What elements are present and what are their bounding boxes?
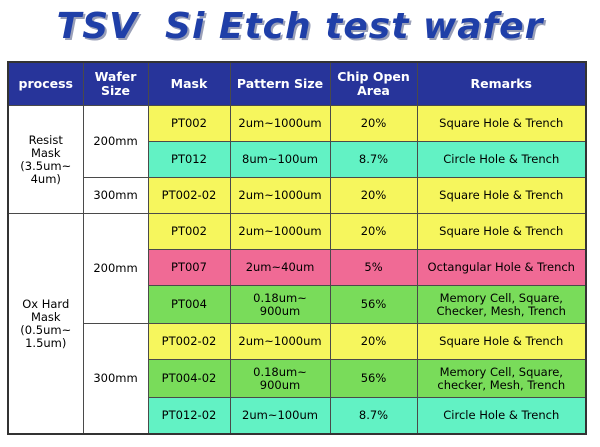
table-row: 300mm PT002-02 2um~1000um 20% Square Hol…	[8, 323, 587, 435]
chip-open-area-cell: 5%	[329, 249, 418, 287]
table-row: 300mm PT002-02 2um~1000um 20% Square Hol…	[8, 177, 587, 215]
chip-open-area-cell: 56%	[329, 285, 418, 325]
pattern-size-cell: 8um~100um	[229, 141, 331, 179]
mask-cell: PT002-02	[147, 177, 231, 215]
remarks-cell: Square Hole & Trench	[416, 323, 587, 361]
header-pattern-size: Pattern Size	[229, 61, 331, 106]
chip-open-area-cell: 8.7%	[329, 141, 418, 179]
mask-cell: PT004-02	[147, 359, 231, 399]
chip-open-area-cell: 20%	[329, 213, 418, 251]
header-process: process	[7, 61, 84, 106]
mask-cell: PT002-02	[147, 323, 231, 361]
pattern-size-cell: 2um~1000um	[229, 177, 331, 215]
wafer-table: process Wafer Size Mask Pattern Size Chi…	[7, 61, 587, 435]
table-row: PT012 8um~100um 8.7% Circle Hole & Trenc…	[8, 141, 587, 179]
remarks-cell: Octangular Hole & Trench	[416, 249, 587, 287]
table-row: PT007 2um~40um 5% Octangular Hole & Tren…	[8, 249, 587, 287]
header-remarks: Remarks	[416, 61, 587, 106]
mask-cell: PT012	[147, 141, 231, 179]
remarks-cell: Memory Cell, Square, Checker, Mesh, Tren…	[416, 285, 587, 325]
remarks-cell: Memory Cell, Square, checker, Mesh, Tren…	[416, 359, 587, 399]
remarks-cell: Square Hole & Trench	[416, 213, 587, 251]
table-row: Ox Hard Mask (0.5um~ 1.5um) 200mm PT002 …	[7, 213, 587, 435]
table-row: Resist Mask (3.5um~ 4um) 200mm PT002 2um…	[7, 104, 587, 215]
table-row: PT012-02 2um~100um 8.7% Circle Hole & Tr…	[8, 397, 587, 435]
pattern-size-cell: 2um~40um	[229, 249, 331, 287]
wafer-size-cell: 200mm	[82, 213, 149, 325]
table-row: PT004 0.18um~ 900um 56% Memory Cell, Squ…	[8, 285, 587, 325]
pattern-size-cell: 2um~100um	[229, 397, 331, 435]
mask-cell: PT007	[147, 249, 231, 287]
process-cell-oxide: Ox Hard Mask (0.5um~ 1.5um)	[7, 213, 84, 435]
header-chip-open-area: Chip Open Area	[329, 61, 418, 106]
process-cell-resist: Resist Mask (3.5um~ 4um)	[7, 104, 84, 215]
table-header-row: process Wafer Size Mask Pattern Size Chi…	[7, 61, 587, 106]
chip-open-area-cell: 8.7%	[329, 397, 418, 435]
header-wafer-size: Wafer Size	[82, 61, 149, 106]
mask-cell: PT004	[147, 285, 231, 325]
pattern-size-cell: 0.18um~ 900um	[229, 359, 331, 399]
page-title: TSV Si Etch test wafer	[56, 6, 544, 47]
remarks-cell: Square Hole & Trench	[416, 104, 587, 143]
pattern-size-cell: 2um~1000um	[229, 323, 331, 361]
wafer-size-cell: 300mm	[82, 323, 149, 435]
pattern-size-cell: 2um~1000um	[229, 213, 331, 251]
remarks-cell: Square Hole & Trench	[416, 177, 587, 215]
chip-open-area-cell: 56%	[329, 359, 418, 399]
chip-open-area-cell: 20%	[329, 323, 418, 361]
wafer-size-cell: 300mm	[82, 177, 149, 215]
header-mask: Mask	[147, 61, 231, 106]
chip-open-area-cell: 20%	[329, 177, 418, 215]
mask-cell: PT002	[147, 104, 231, 143]
pattern-size-cell: 0.18um~ 900um	[229, 285, 331, 325]
remarks-cell: Circle Hole & Trench	[416, 141, 587, 179]
wafer-size-cell: 200mm	[82, 104, 149, 179]
remarks-cell: Circle Hole & Trench	[416, 397, 587, 435]
mask-cell: PT002	[147, 213, 231, 251]
table-row: PT004-02 0.18um~ 900um 56% Memory Cell, …	[8, 359, 587, 399]
chip-open-area-cell: 20%	[329, 104, 418, 143]
pattern-size-cell: 2um~1000um	[229, 104, 331, 143]
mask-cell: PT012-02	[147, 397, 231, 435]
